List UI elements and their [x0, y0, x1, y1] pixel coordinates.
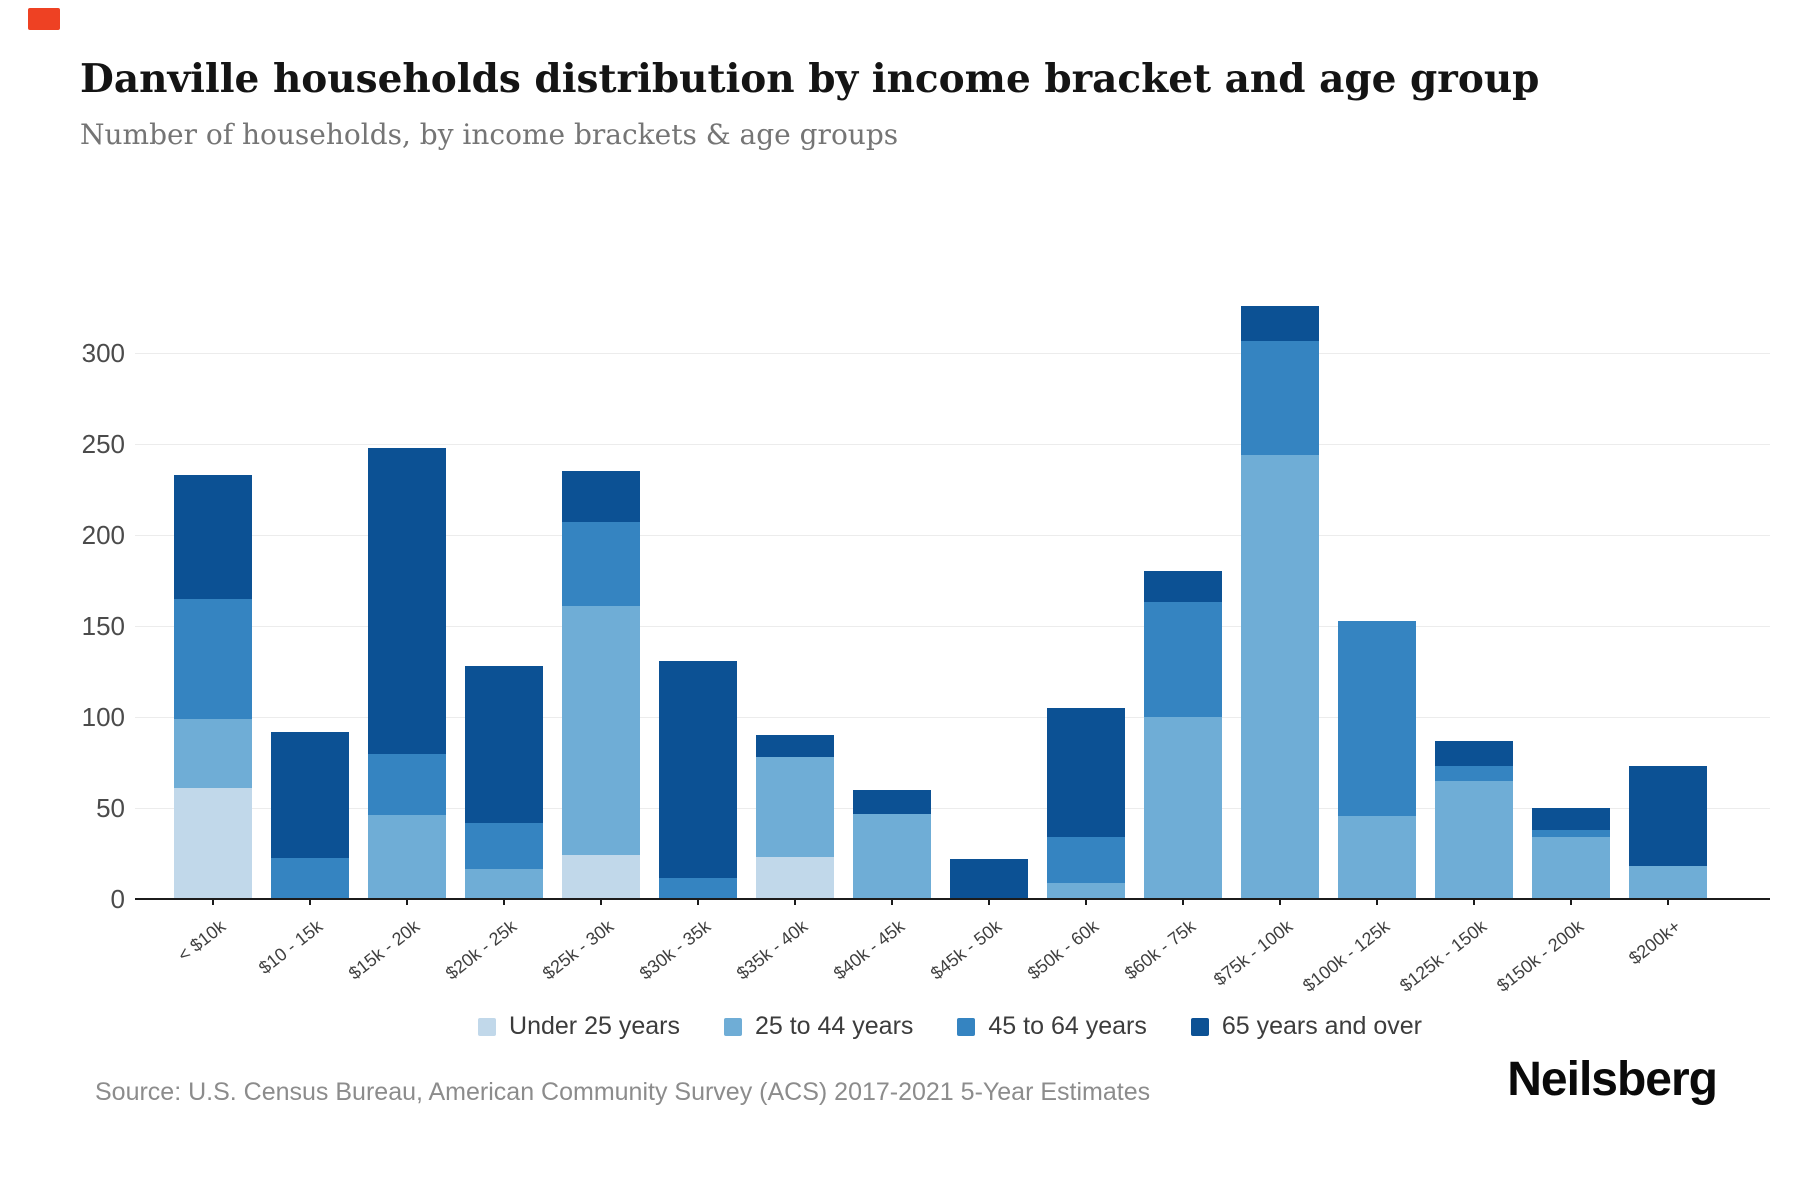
bar-segment[interactable]	[174, 599, 252, 719]
bar-segment[interactable]	[853, 813, 931, 899]
y-axis-tick-label: 50	[96, 793, 125, 823]
bar-segment[interactable]	[1338, 815, 1416, 899]
bar-segment[interactable]	[465, 666, 543, 823]
legend-item[interactable]: 25 to 44 years	[723, 1012, 914, 1041]
x-axis-tick	[1182, 899, 1184, 905]
legend-swatch-icon	[957, 1017, 976, 1036]
x-axis-tick	[503, 899, 505, 905]
x-axis-tick	[891, 899, 893, 905]
bar-segment[interactable]	[756, 857, 834, 899]
legend-label: 45 to 64 years	[988, 1012, 1147, 1040]
bar-segment[interactable]	[368, 753, 446, 815]
bar-segment[interactable]	[950, 859, 1028, 899]
bar-segment[interactable]	[1241, 340, 1319, 455]
bar-segment[interactable]	[174, 719, 252, 788]
gridline-200	[135, 535, 1770, 536]
bar-segment[interactable]	[562, 471, 640, 522]
x-axis-tick	[212, 899, 214, 905]
legend-label: Under 25 years	[509, 1012, 680, 1040]
bar-segment[interactable]	[1629, 766, 1707, 866]
y-axis-tick-label: 300	[81, 338, 125, 368]
bar-segment[interactable]	[756, 757, 834, 857]
chart-legend: Under 25 years 25 to 44 years 45 to 64 yea…	[135, 1012, 1765, 1041]
gridline-250	[135, 444, 1770, 445]
y-axis-tick-label: 200	[81, 520, 125, 550]
legend-item[interactable]: 65 years and over	[1190, 1012, 1422, 1041]
x-axis-line	[135, 898, 1770, 900]
x-axis-tick	[309, 899, 311, 905]
bar-segment[interactable]	[853, 790, 931, 814]
y-axis-tick-label: 100	[81, 702, 125, 732]
x-axis-tick	[406, 899, 408, 905]
bar-segment[interactable]	[1144, 717, 1222, 899]
bar-segment[interactable]	[174, 788, 252, 899]
x-axis-tick	[600, 899, 602, 905]
x-axis-tick	[794, 899, 796, 905]
bar-segment[interactable]	[1241, 455, 1319, 899]
bar-segment[interactable]	[1435, 781, 1513, 899]
bar-segment[interactable]	[368, 448, 446, 754]
legend-swatch-icon	[1190, 1017, 1209, 1036]
x-axis-tick	[1279, 899, 1281, 905]
bar-segment[interactable]	[174, 475, 252, 599]
gridline-100	[135, 717, 1770, 718]
bar-segment[interactable]	[465, 823, 543, 869]
bar-segment[interactable]	[1144, 602, 1222, 717]
page-subtitle: Number of households, by income brackets…	[80, 118, 899, 151]
legend-swatch-icon	[478, 1017, 497, 1036]
y-axis-tick-label: 150	[81, 611, 125, 641]
bar-segment[interactable]	[562, 606, 640, 855]
y-axis-tick-label: 250	[81, 429, 125, 459]
gridline-150	[135, 626, 1770, 627]
bar-segment[interactable]	[1532, 808, 1610, 830]
x-axis-tick	[988, 899, 990, 905]
x-axis-tick	[1085, 899, 1087, 905]
x-axis-tick	[1667, 899, 1669, 905]
bar-segment[interactable]	[659, 661, 737, 878]
bar-segment[interactable]	[1047, 837, 1125, 883]
bar-segment[interactable]	[1241, 306, 1319, 341]
bar-segment[interactable]	[659, 877, 737, 899]
page-title: Danville households distribution by inco…	[80, 56, 1540, 102]
x-axis-tick	[1570, 899, 1572, 905]
source-note: Source: U.S. Census Bureau, American Com…	[95, 1078, 1151, 1106]
bar-segment[interactable]	[1338, 621, 1416, 816]
bar-segment[interactable]	[1144, 571, 1222, 602]
bar-segment[interactable]	[271, 732, 349, 858]
bar-segment[interactable]	[1629, 866, 1707, 899]
bar-segment[interactable]	[1435, 741, 1513, 766]
bar-segment[interactable]	[1435, 766, 1513, 781]
y-axis-tick-label: 0	[110, 884, 125, 914]
legend-label: 65 years and over	[1221, 1012, 1422, 1040]
bar-segment[interactable]	[1532, 837, 1610, 899]
legend-label: 25 to 44 years	[754, 1012, 914, 1040]
bar-segment[interactable]	[271, 857, 349, 899]
legend-swatch-icon	[723, 1017, 742, 1036]
red-marker	[28, 8, 60, 30]
gridline-300	[135, 353, 1770, 354]
bar-segment[interactable]	[756, 735, 834, 757]
bar-segment[interactable]	[368, 815, 446, 899]
bar-segment[interactable]	[1532, 830, 1610, 837]
x-axis-tick	[1376, 899, 1378, 905]
x-axis-tick	[697, 899, 699, 905]
legend-item[interactable]: Under 25 years	[478, 1012, 680, 1041]
bar-segment[interactable]	[562, 522, 640, 606]
x-axis-tick	[1473, 899, 1475, 905]
gridline-50	[135, 808, 1770, 809]
legend-item[interactable]: 45 to 64 years	[957, 1012, 1147, 1041]
bar-segment[interactable]	[465, 868, 543, 899]
bar-segment[interactable]	[562, 855, 640, 899]
bar-segment[interactable]	[1047, 708, 1125, 837]
bar-segment[interactable]	[1047, 883, 1125, 899]
neilsberg-logo: Neilsberg	[1507, 1053, 1718, 1106]
